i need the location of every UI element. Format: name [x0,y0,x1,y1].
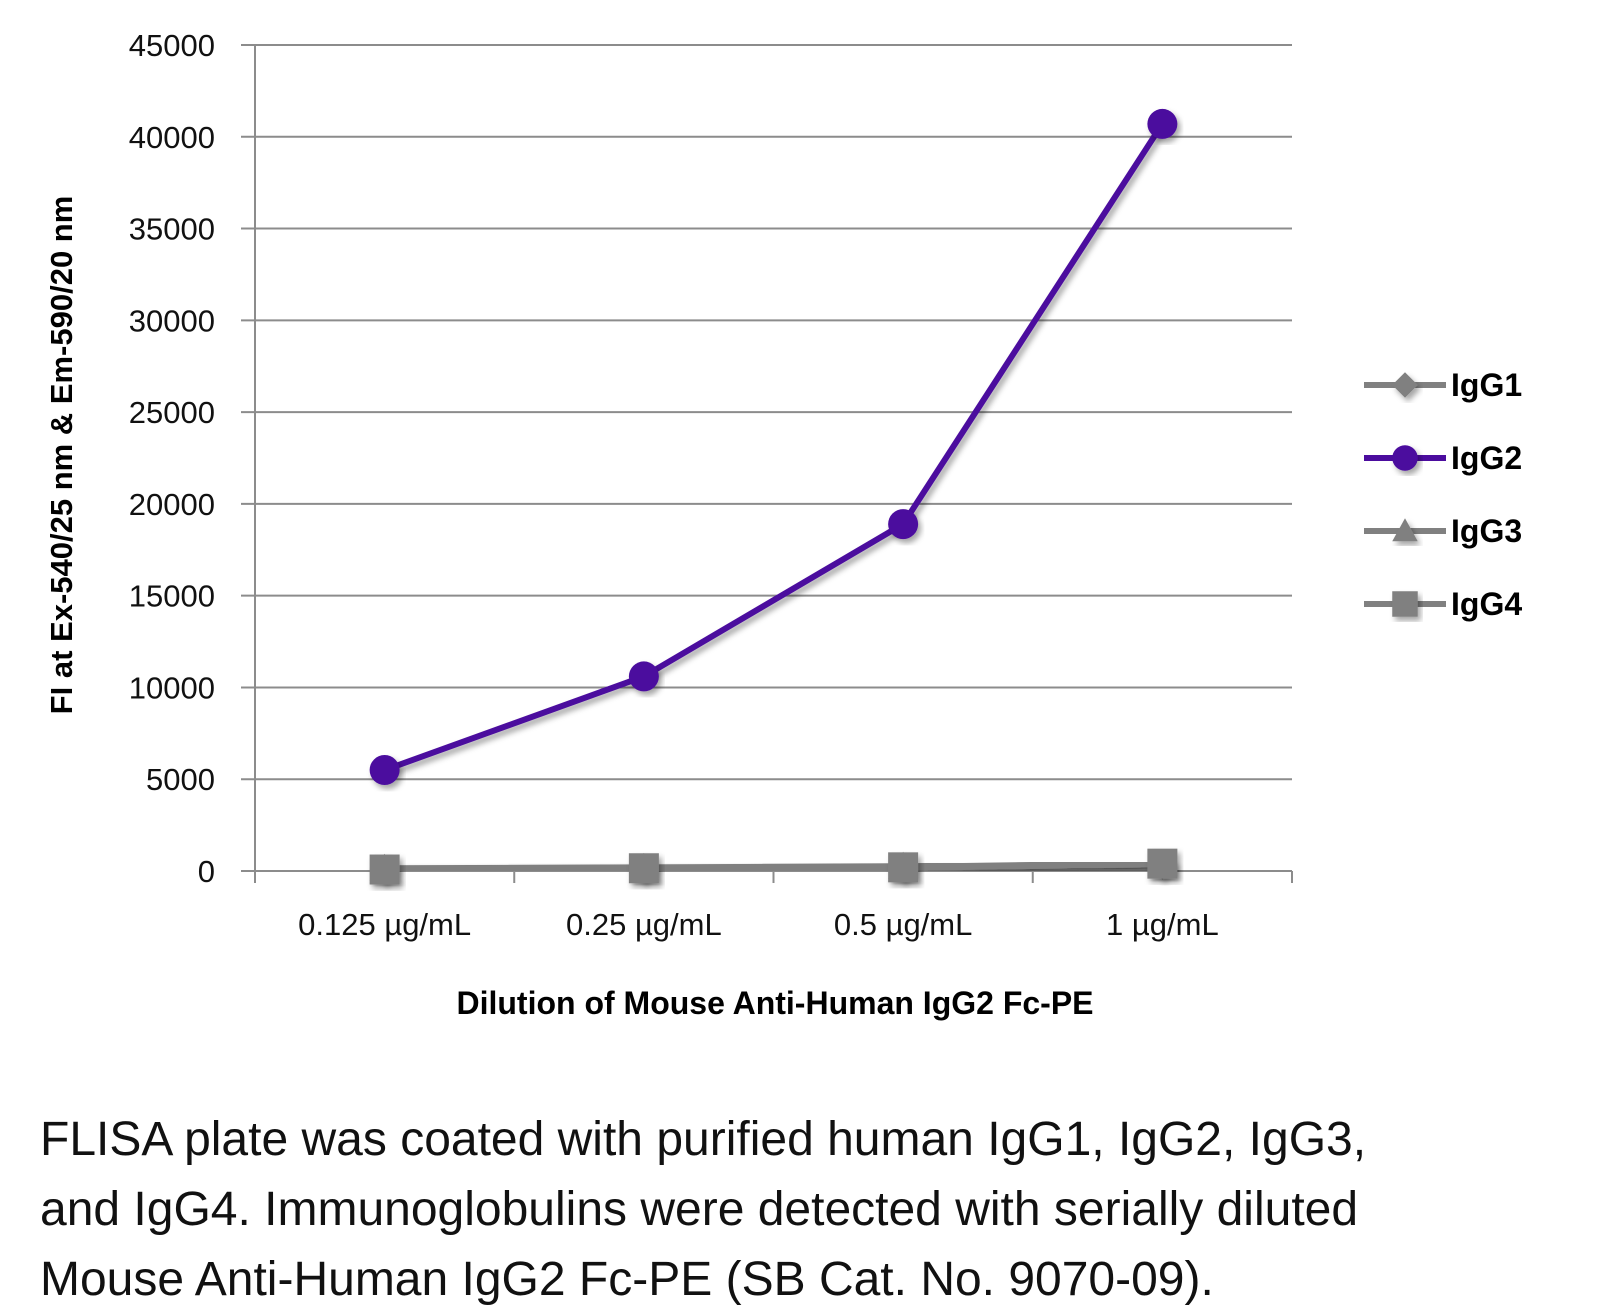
legend-item-igg4: IgG4 [1364,586,1522,622]
y-tick-label: 30000 [129,303,215,338]
legend-label: IgG1 [1451,367,1522,403]
y-tick-label: 20000 [129,487,215,522]
data-point [888,509,919,540]
data-point-shape [888,509,919,540]
legend-marker-shape [1392,372,1418,398]
caption-line-2: and IgG4. Immunoglobulins were detected … [40,1183,1359,1236]
legend-marker [1392,445,1418,471]
data-point [369,854,400,885]
y-tick-labels: 0 5000 10000 15000 20000 25000 30000 35000 40000… [129,28,215,889]
figure-caption: FLISA plate was coated with purified hum… [40,1105,1580,1315]
x-tick-label: 1 µg/mL [1106,907,1219,942]
data-point-shape [369,854,400,885]
caption-line-3: Mouse Anti-Human IgG2 Fc-PE (SB Cat. No.… [40,1253,1214,1306]
legend-label: IgG4 [1451,586,1522,622]
x-tick-label: 0.25 µg/mL [566,907,722,942]
chart: 0 5000 10000 15000 20000 25000 30000 35000 40000… [44,28,1522,1021]
y-tick-label: 35000 [129,212,215,247]
legend-marker [1392,372,1418,398]
data-point-shape [369,755,400,786]
legend-marker-shape [1392,591,1418,617]
legend-label: IgG2 [1451,440,1522,476]
data-point-shape [628,853,659,884]
y-tick-label: 5000 [146,762,215,797]
legend-marker [1392,591,1418,617]
legend-item-igg1: IgG1 [1364,367,1522,403]
series-line [383,122,1165,773]
data-point [369,755,400,786]
legend-marker-shape [1392,518,1418,542]
legend-item-igg3: IgG3 [1364,513,1522,549]
series-igg2 [369,108,1178,786]
y-tick-label: 0 [198,854,215,889]
y-tick-label: 15000 [129,579,215,614]
data-point-shape [888,852,919,883]
y-tick-label: 40000 [129,120,215,155]
y-tick-label: 25000 [129,395,215,430]
legend-marker-shape [1392,445,1418,471]
x-axis-label: Dilution of Mouse Anti-Human IgG2 Fc-PE [456,985,1093,1021]
data-point [1147,108,1178,139]
data-point-shape [628,661,659,692]
series-igg4 [369,848,1178,885]
data-point [628,661,659,692]
series-layer [369,108,1178,885]
legend: IgG1 IgG2 IgG3 IgG4 [1364,367,1522,622]
caption-line-1: FLISA plate was coated with purified hum… [40,1113,1367,1166]
data-point-shape [1147,848,1178,879]
series-line [384,860,1163,874]
y-tick-label: 45000 [129,28,215,63]
gridlines [241,44,1292,781]
legend-marker [1392,518,1418,542]
y-tick-label: 10000 [129,670,215,705]
data-point [1147,848,1178,879]
legend-item-igg2: IgG2 [1364,440,1522,476]
data-point-shape [1147,108,1178,139]
data-point [628,853,659,884]
x-tick-labels: 0.125 µg/mL 0.25 µg/mL 0.5 µg/mL 1 µg/mL [298,907,1219,942]
x-tick-label: 0.125 µg/mL [298,907,471,942]
legend-label: IgG3 [1451,513,1522,549]
x-tick-label: 0.5 µg/mL [834,907,973,942]
data-point [888,852,919,883]
y-axis-label: FI at Ex-540/25 nm & Em-590/20 nm [44,196,79,715]
